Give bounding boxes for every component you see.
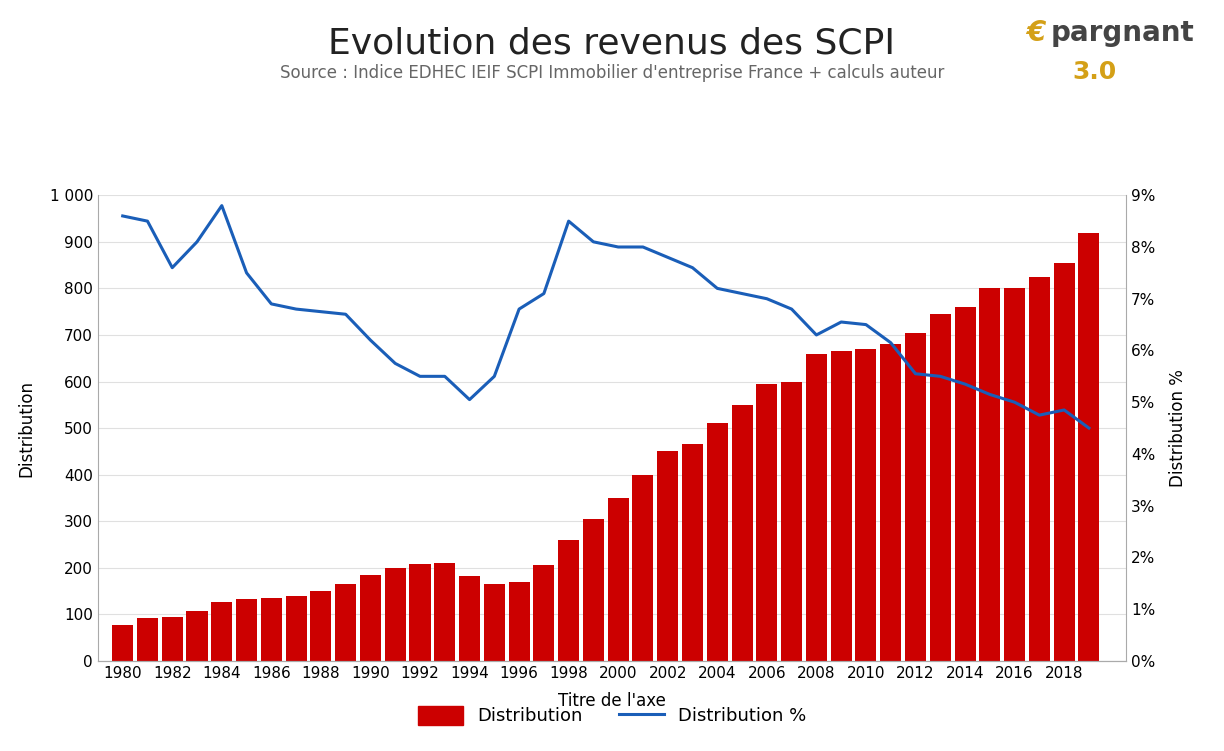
Bar — [682, 445, 703, 661]
Bar — [979, 288, 1000, 661]
Bar — [955, 307, 976, 661]
Bar — [607, 498, 629, 661]
Bar — [805, 354, 827, 661]
Legend: Distribution, Distribution %: Distribution, Distribution % — [409, 697, 815, 734]
Bar — [1054, 263, 1075, 661]
Bar — [360, 575, 381, 661]
Text: €: € — [1026, 19, 1045, 47]
Bar — [384, 568, 405, 661]
Bar — [212, 602, 233, 661]
Bar — [558, 540, 579, 661]
Bar — [905, 333, 927, 661]
Bar — [1004, 288, 1026, 661]
Y-axis label: Distribution %: Distribution % — [1169, 369, 1187, 487]
Bar — [1078, 233, 1099, 661]
Bar — [483, 584, 504, 661]
Bar — [706, 424, 728, 661]
Bar — [311, 591, 332, 661]
Text: 3.0: 3.0 — [1072, 60, 1116, 84]
Bar — [880, 344, 901, 661]
Bar — [162, 617, 182, 661]
Bar — [534, 566, 554, 661]
Bar — [186, 611, 208, 661]
Bar — [781, 382, 802, 661]
Bar — [756, 384, 777, 661]
Bar — [459, 576, 480, 661]
Bar — [1029, 276, 1050, 661]
X-axis label: Titre de l'axe: Titre de l'axe — [558, 692, 666, 710]
Bar — [856, 349, 876, 661]
Bar — [410, 564, 431, 661]
Bar — [435, 563, 455, 661]
Bar — [261, 598, 282, 661]
Bar — [137, 618, 158, 661]
Text: pargnant: pargnant — [1050, 19, 1193, 47]
Bar — [657, 451, 678, 661]
Y-axis label: Distribution: Distribution — [18, 379, 35, 477]
Bar — [583, 519, 603, 661]
Bar — [508, 582, 530, 661]
Bar — [930, 314, 951, 661]
Bar — [831, 351, 852, 661]
Bar — [633, 475, 654, 661]
Bar — [285, 596, 307, 661]
Bar — [236, 599, 257, 661]
Bar — [113, 625, 133, 661]
Text: Evolution des revenus des SCPI: Evolution des revenus des SCPI — [328, 26, 896, 60]
Bar — [732, 405, 753, 661]
Bar — [335, 584, 356, 661]
Text: Source : Indice EDHEC IEIF SCPI Immobilier d'entreprise France + calculs auteur: Source : Indice EDHEC IEIF SCPI Immobili… — [280, 64, 944, 82]
